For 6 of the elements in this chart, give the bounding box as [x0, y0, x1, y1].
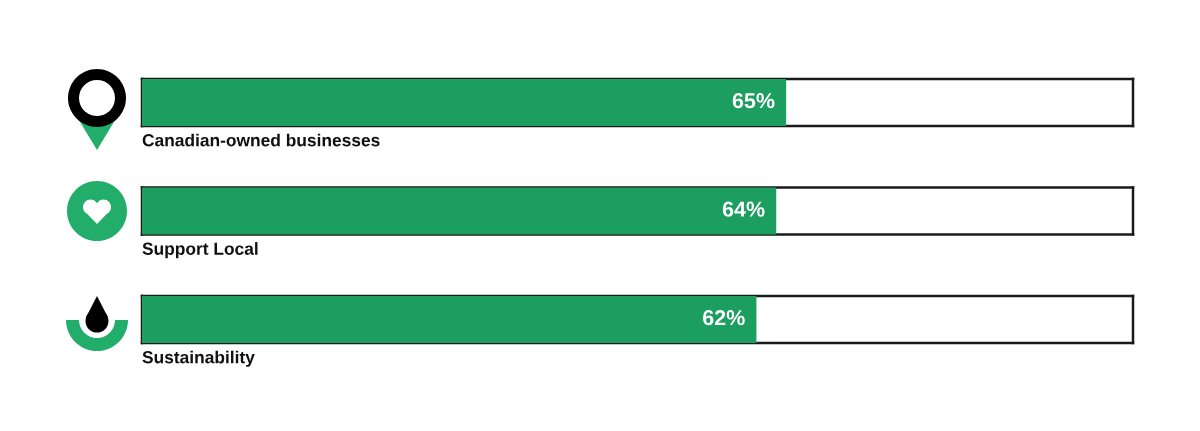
y-tick-label: Support Local: [142, 242, 258, 259]
data-label: 65%: [732, 93, 775, 109]
data-label: 62%: [703, 310, 745, 326]
y-tick-label: Canadian-owned businesses: [142, 133, 380, 147]
y-tick-label: Sustainability: [142, 350, 255, 367]
data-label: 64%: [722, 201, 765, 217]
